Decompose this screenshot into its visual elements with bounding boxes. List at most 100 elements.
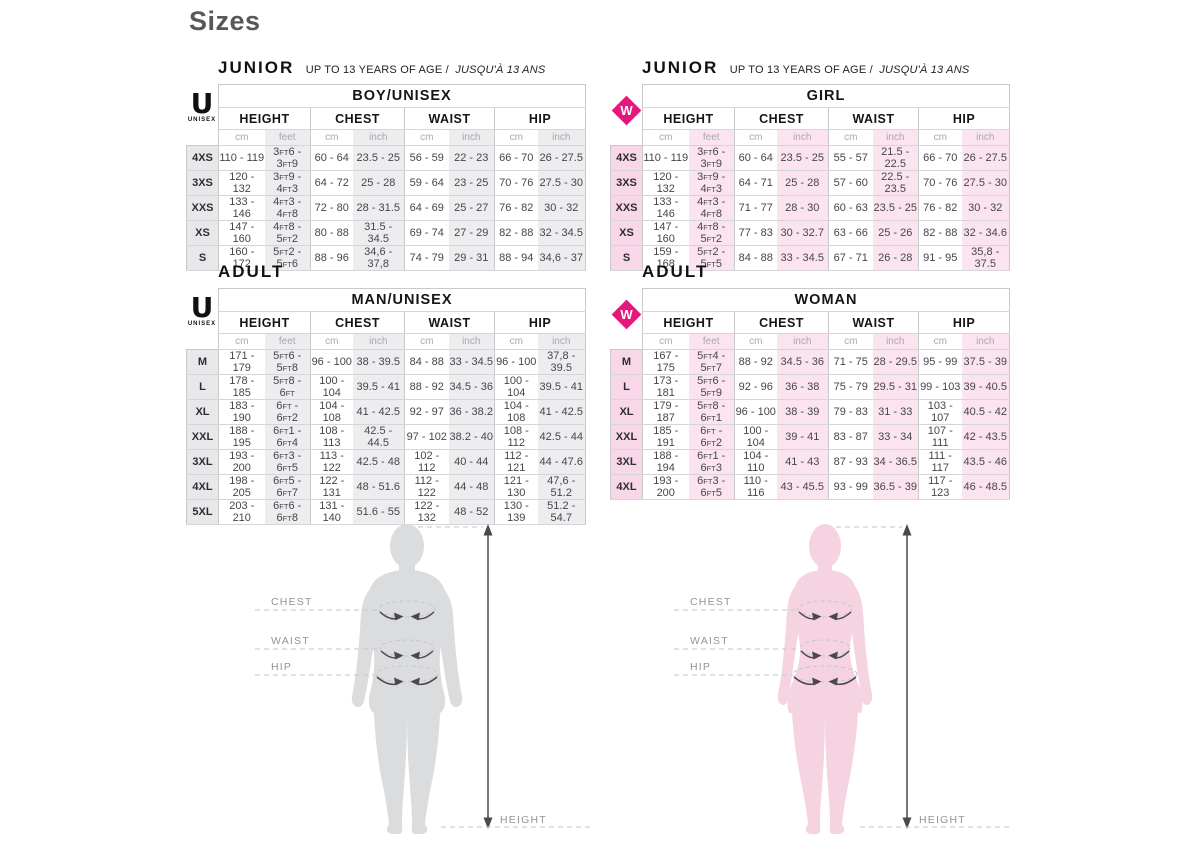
size-cell: 3XL bbox=[610, 449, 643, 475]
group-header-cell: CHEST bbox=[310, 311, 405, 334]
spacer-cell bbox=[186, 84, 219, 108]
size-cell: L bbox=[186, 374, 219, 400]
table-row: 3XS 120 - 132 3FT9 - 4FT3 64 - 72 25 - 28 59 … bbox=[186, 170, 586, 196]
group-header-cell: HEIGHT bbox=[218, 311, 311, 334]
table-row: M 167 - 175 5FT4 - 5FT7 88 - 92 34.5 - 36 71 … bbox=[610, 349, 1010, 375]
value-cell: 69 - 74 bbox=[404, 220, 449, 246]
value-cell: 104 - 108 bbox=[310, 399, 353, 425]
value-cell: 6FT - 6FT2 bbox=[264, 399, 311, 425]
table-row: 3XL 188 - 194 6FT1 - 6FT3 104 - 110 41 - 43 8… bbox=[610, 449, 1010, 475]
group-header-cell: HEIGHT bbox=[642, 311, 735, 334]
unisex-logo-label: UNISEX bbox=[187, 117, 217, 123]
junior-girl-table: GIRL HEIGHT CHEST WAIST HIP cm feet cm inch cm inc… bbox=[610, 84, 1010, 271]
section-title: JUNIOR bbox=[218, 58, 295, 77]
unit-cell: cm bbox=[310, 333, 353, 350]
size-cell: XXL bbox=[610, 424, 643, 450]
value-cell: 70 - 76 bbox=[918, 170, 962, 196]
value-cell: 43 - 45.5 bbox=[776, 474, 829, 500]
value-cell: 25 - 27 bbox=[448, 195, 495, 221]
value-cell: 55 - 57 bbox=[828, 145, 873, 171]
spacer-cell bbox=[186, 288, 219, 312]
value-cell: 59 - 64 bbox=[404, 170, 449, 196]
value-cell: 43.5 - 46 bbox=[961, 449, 1010, 475]
adult-heading: ADULT bbox=[218, 262, 586, 286]
value-cell: 25 - 28 bbox=[352, 170, 405, 196]
value-cell: 56 - 59 bbox=[404, 145, 449, 171]
value-cell: 42.5 - 44 bbox=[537, 424, 586, 450]
column-groups-row: HEIGHT CHEST WAIST HIP bbox=[186, 107, 586, 130]
hip-girth-arrows bbox=[375, 665, 439, 686]
size-cell: 3XS bbox=[610, 170, 643, 196]
chest-label: CHEST bbox=[690, 596, 732, 608]
value-cell: 92 - 96 bbox=[734, 374, 777, 400]
male-measurement-figure: CHEST WAIST HIP HEIGHT bbox=[253, 516, 598, 850]
table-title-row: MAN/UNISEX bbox=[186, 288, 586, 312]
adult-man-table-host: MAN/UNISEX HEIGHT CHEST WAIST HIP cm feet cm inc… bbox=[186, 288, 586, 525]
value-cell: 28 - 30 bbox=[776, 195, 829, 221]
size-cell: S bbox=[186, 245, 219, 271]
unit-cell: inch bbox=[537, 333, 586, 350]
units-row: cm feet cm inch cm inch cm inch bbox=[610, 333, 1010, 350]
value-cell: 70 - 76 bbox=[494, 170, 538, 196]
value-cell: 31.5 - 34.5 bbox=[352, 220, 405, 246]
value-cell: 30 - 32 bbox=[537, 195, 586, 221]
unit-cell: cm bbox=[918, 333, 962, 350]
section-subtitle-en: UP TO 13 YEARS OF AGE / bbox=[305, 64, 449, 76]
unit-cell: feet bbox=[264, 333, 311, 350]
waist-girth-arrows bbox=[379, 639, 435, 660]
value-cell: 100 - 104 bbox=[494, 374, 538, 400]
group-header-cell: HEIGHT bbox=[218, 107, 311, 130]
size-cell: 3XL bbox=[186, 449, 219, 475]
value-cell: 34,6 - 37,8 bbox=[352, 245, 405, 271]
male-figure-svg: CHEST WAIST HIP HEIGHT bbox=[255, 524, 594, 834]
table-title-row: GIRL bbox=[610, 84, 1010, 108]
adult-heading: ADULT bbox=[642, 262, 1010, 286]
value-cell: 22.5 - 23.5 bbox=[872, 170, 919, 196]
value-cell: 111 - 117 bbox=[918, 449, 962, 475]
value-cell: 6FT6 - 6FT8 bbox=[264, 499, 311, 525]
junior-heading: JUNIOR UP TO 13 YEARS OF AGE / JUSQU'À 1… bbox=[642, 58, 1010, 82]
table-row: XS 147 - 160 4FT8 - 5FT2 77 - 83 30 - 32.7 63… bbox=[610, 220, 1010, 246]
unit-cell: cm bbox=[918, 129, 962, 146]
group-header-cell: WAIST bbox=[828, 311, 919, 334]
spacer-cell bbox=[186, 129, 219, 146]
value-cell: 93 - 99 bbox=[828, 474, 873, 500]
page-title: Sizes bbox=[189, 6, 261, 36]
value-cell: 5FT6 - 5FT9 bbox=[688, 374, 735, 400]
hip-label: HIP bbox=[271, 661, 292, 673]
value-cell: 4FT8 - 5FT2 bbox=[264, 220, 311, 246]
value-cell: 100 - 104 bbox=[734, 424, 777, 450]
units-row: cm feet cm inch cm inch cm inch bbox=[186, 333, 586, 350]
value-cell: 188 - 195 bbox=[218, 424, 265, 450]
junior-girl-section: JUNIOR UP TO 13 YEARS OF AGE / JUSQU'À 1… bbox=[610, 58, 1010, 271]
height-arrow bbox=[483, 524, 493, 829]
value-cell: 48 - 52 bbox=[448, 499, 495, 525]
value-cell: 84 - 88 bbox=[734, 245, 777, 271]
value-cell: 130 - 139 bbox=[494, 499, 538, 525]
value-cell: 79 - 83 bbox=[828, 399, 873, 425]
value-cell: 104 - 110 bbox=[734, 449, 777, 475]
value-cell: 133 - 146 bbox=[642, 195, 689, 221]
value-cell: 77 - 83 bbox=[734, 220, 777, 246]
table-row: M 171 - 179 5FT6 - 5FT8 96 - 100 38 - 39.5 84… bbox=[186, 349, 586, 375]
value-cell: 117 - 123 bbox=[918, 474, 962, 500]
adult-woman-section: ADULT W WOMAN HEIGHT CHEST WAIST HIP cm feet cm… bbox=[610, 262, 1010, 500]
value-cell: 66 - 70 bbox=[494, 145, 538, 171]
unit-cell: cm bbox=[218, 333, 265, 350]
value-cell: 51.6 - 55 bbox=[352, 499, 405, 525]
value-cell: 120 - 132 bbox=[218, 170, 265, 196]
value-cell: 173 - 181 bbox=[642, 374, 689, 400]
table-row: 3XL 193 - 200 6FT3 - 6FT5 113 - 122 42.5 - 4… bbox=[186, 449, 586, 475]
table-row: XXL 185 - 191 6FT - 6FT2 100 - 104 39 - 41 83… bbox=[610, 424, 1010, 450]
unit-cell: cm bbox=[642, 333, 689, 350]
value-cell: 121 - 130 bbox=[494, 474, 538, 500]
value-cell: 71 - 77 bbox=[734, 195, 777, 221]
group-header-cell: CHEST bbox=[734, 107, 829, 130]
value-cell: 193 - 200 bbox=[218, 449, 265, 475]
value-cell: 80 - 88 bbox=[310, 220, 353, 246]
value-cell: 23 - 25 bbox=[448, 170, 495, 196]
unit-cell: inch bbox=[961, 129, 1010, 146]
value-cell: 23.5 - 25 bbox=[872, 195, 919, 221]
value-cell: 88 - 96 bbox=[310, 245, 353, 271]
value-cell: 27.5 - 30 bbox=[961, 170, 1010, 196]
